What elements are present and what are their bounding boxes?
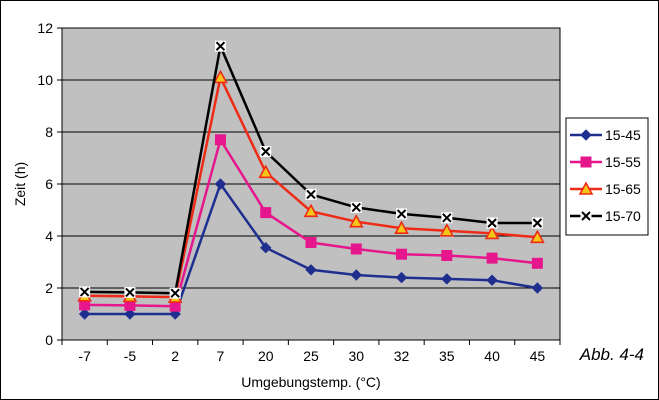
legend-label: 15-45 (605, 127, 641, 143)
y-tick-label: 12 (37, 20, 53, 36)
data-point (394, 220, 409, 234)
x-tick-label: 40 (484, 348, 500, 364)
data-point (441, 212, 453, 224)
x-tick-label: 45 (530, 348, 546, 364)
data-point (214, 178, 227, 190)
x-axis-label: Umgebungstemp. (°C) (241, 374, 380, 390)
y-axis-ticks: 0 2 4 6 8 10 12 (37, 20, 62, 348)
x-tick-label: -7 (78, 348, 91, 364)
data-point (350, 201, 362, 213)
series-15-45 (78, 178, 544, 320)
data-point (531, 217, 543, 229)
data-point (396, 248, 408, 260)
legend-item: 15-45 (570, 127, 641, 143)
data-point (260, 146, 272, 157)
y-tick-label: 0 (45, 332, 53, 348)
data-point (303, 203, 319, 218)
x-tick-label: 30 (348, 348, 364, 364)
data-point (169, 287, 181, 299)
x-tick-label: 20 (258, 348, 274, 364)
data-point (305, 237, 317, 248)
data-point (441, 250, 453, 261)
x-tick-label: 7 (217, 348, 225, 364)
y-tick-label: 8 (45, 124, 53, 140)
data-point (531, 257, 543, 269)
data-point (348, 214, 364, 228)
legend-label: 15-70 (605, 208, 641, 224)
x-axis-ticks: -7 -5 2 7 20 25 30 32 35 40 45 (61, 340, 561, 364)
legend-marker (580, 129, 592, 141)
data-point (214, 40, 226, 52)
legend-label: 15-55 (605, 154, 641, 170)
data-point (78, 308, 91, 320)
series-layer (77, 40, 545, 320)
x-tick-label: -5 (124, 348, 137, 364)
data-point (124, 308, 136, 320)
grid-lines (62, 79, 560, 289)
figure-caption: Abb. 4-4 (579, 345, 644, 364)
data-point (260, 241, 272, 254)
legend-item: 15-55 (570, 154, 641, 170)
data-point (531, 282, 544, 294)
data-point (305, 188, 317, 200)
data-point (395, 271, 408, 284)
data-point (79, 286, 91, 298)
series-15-55 (79, 134, 543, 312)
data-point (439, 223, 455, 237)
legend-item: 15-70 (570, 208, 641, 224)
y-tick-label: 2 (45, 280, 53, 296)
data-point (530, 229, 545, 244)
x-tick-label: 25 (303, 348, 319, 364)
data-point (484, 225, 500, 240)
data-point (214, 134, 226, 146)
data-point (124, 286, 136, 298)
data-point (350, 243, 362, 255)
legend-marker (580, 156, 592, 168)
data-point (260, 207, 272, 219)
y-tick-label: 6 (45, 176, 53, 192)
data-point (486, 274, 498, 286)
y-tick-label: 4 (45, 228, 53, 244)
series-15-70 (79, 40, 543, 299)
legend: 15-45 15-55 15-65 15-70 (565, 117, 649, 236)
x-tick-label: 2 (171, 348, 179, 364)
legend-marker (578, 181, 594, 195)
data-point (350, 269, 362, 281)
legend-item: 15-65 (570, 181, 641, 197)
x-tick-label: 35 (439, 348, 455, 364)
data-point (486, 252, 498, 264)
y-tick-label: 10 (37, 72, 53, 88)
data-point (441, 273, 453, 285)
data-point (486, 217, 498, 229)
y-axis-label: Zeit (h) (12, 162, 28, 206)
legend-label: 15-65 (605, 181, 641, 197)
data-point (396, 208, 408, 220)
legend-marker (580, 210, 592, 222)
data-point (305, 264, 317, 276)
data-point (213, 69, 228, 84)
data-point (258, 164, 274, 179)
x-tick-label: 32 (394, 348, 410, 364)
